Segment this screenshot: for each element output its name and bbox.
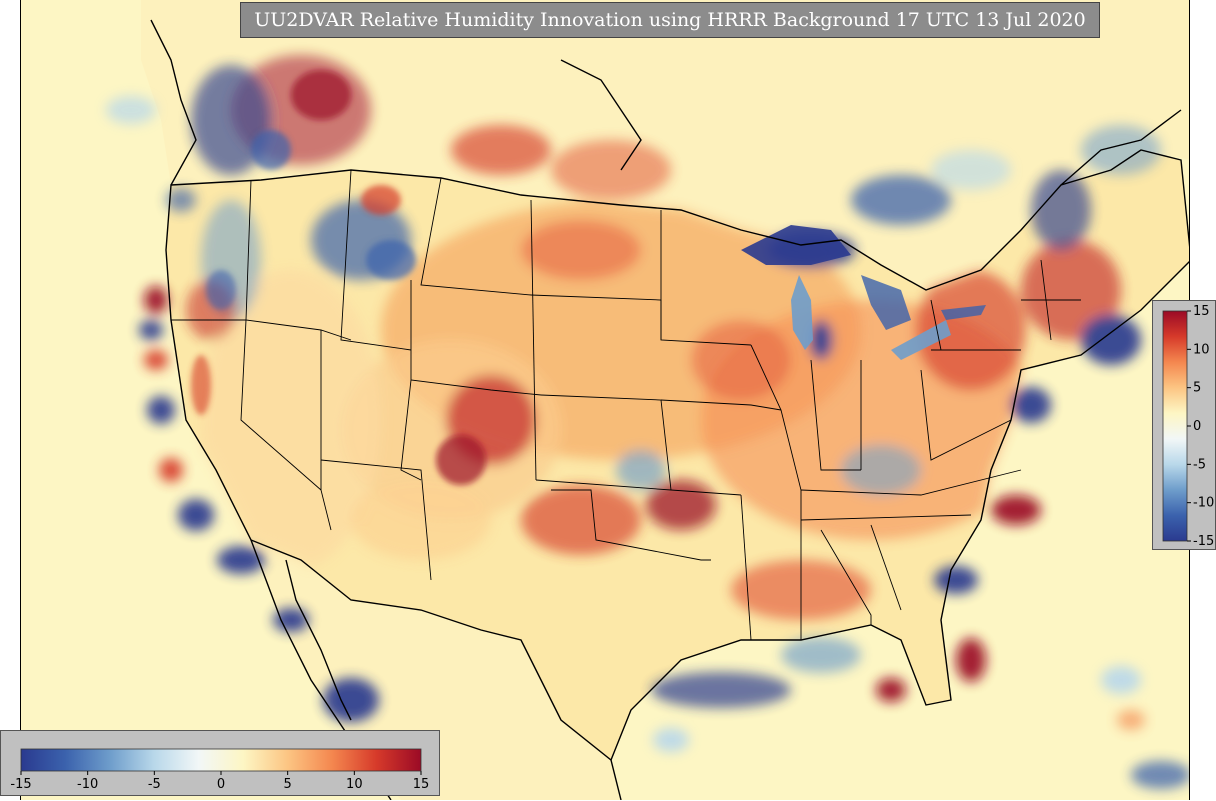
colorbar-horizontal-tick-label: -15 bbox=[10, 777, 31, 792]
colorbar-horizontal-tick-label: 15 bbox=[413, 777, 430, 792]
colorbar-horizontal-graphic: -15 -10 -5 0 5 10 15 bbox=[10, 748, 430, 792]
colorbar-vertical-tick-label: -10 bbox=[1193, 496, 1214, 511]
great-lakes bbox=[741, 225, 986, 360]
colorbar-horizontal-ramp bbox=[20, 748, 422, 772]
colorbar-vertical-tick-label: -5 bbox=[1193, 457, 1206, 472]
hudson-coast bbox=[560, 59, 642, 171]
map-title: UU2DVAR Relative Humidity Innovation usi… bbox=[240, 2, 1100, 38]
colorbar-vertical-ramp bbox=[1162, 310, 1188, 542]
colorbar-horizontal-tick-label: 5 bbox=[284, 777, 292, 792]
us-outline bbox=[165, 149, 1189, 762]
colorbar-horizontal-tick-label: 0 bbox=[217, 777, 225, 792]
colorbar-vertical-tick-label: 0 bbox=[1193, 419, 1201, 434]
stlawrence-coast bbox=[1060, 109, 1182, 186]
state-borders bbox=[171, 169, 1081, 641]
mexico-land bbox=[251, 540, 621, 800]
colorbar-horizontal: -15 -10 -5 0 5 10 15 bbox=[0, 730, 440, 796]
colorbar-horizontal-tick-label: -10 bbox=[77, 777, 98, 792]
colorbar-vertical-tick-label: -15 bbox=[1193, 534, 1214, 549]
colorbar-vertical: 15 10 5 0 -5 -10 -15 bbox=[1152, 300, 1216, 550]
map-canvas bbox=[21, 0, 1189, 800]
baja-coast bbox=[285, 559, 352, 721]
colorbar-vertical-tick-label: 10 bbox=[1193, 342, 1210, 357]
speckle-texture bbox=[191, 70, 486, 485]
colorbar-vertical-tick-label: 15 bbox=[1193, 304, 1210, 319]
gulf-mexico-coast bbox=[610, 759, 622, 800]
colorbar-vertical-graphic: 15 10 5 0 -5 -10 -15 bbox=[1162, 304, 1214, 549]
map-panel bbox=[20, 0, 1190, 800]
colorbar-vertical-tick-label: 5 bbox=[1193, 381, 1201, 396]
colorbar-horizontal-tick-label: -5 bbox=[148, 777, 161, 792]
colorbar-horizontal-tick-label: 10 bbox=[346, 777, 363, 792]
canada-coast bbox=[150, 19, 197, 186]
